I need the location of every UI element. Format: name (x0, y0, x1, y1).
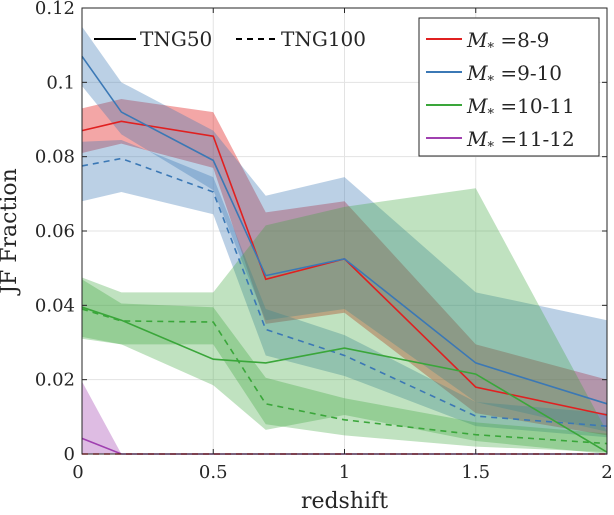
x-tick-label: 0.5 (199, 462, 228, 483)
legend-tng100-label: TNG100 (281, 27, 366, 51)
band-m-8-9-tng50 (82, 99, 607, 436)
line-m-8-9-tng50 (81, 120, 608, 416)
y-tick-label: 0.08 (35, 147, 75, 168)
style-legend: TNG50 TNG100 (94, 27, 366, 51)
x-tick-label: 2 (601, 462, 612, 483)
y-tick-label: 0.1 (46, 72, 75, 93)
line-m-10-11-tng50 (81, 306, 608, 453)
y-tick-label: 0 (64, 444, 75, 465)
y-tick-label: 0.06 (35, 221, 75, 242)
y-tick-labels: 0 0.02 0.04 0.06 0.08 0.1 0.12 (35, 0, 75, 465)
mass-legend-label-11-12: M* =11-12 (466, 127, 575, 155)
x-tick-labels: 0 0.5 1 1.5 2 (72, 462, 612, 483)
mass-legend: M* =8-9 M* =9-10 M* =10-11 M* =11-12 (418, 17, 600, 157)
x-tick-label: 0 (72, 462, 83, 483)
mass-legend-label-8-9: M* =8-9 (466, 28, 549, 56)
line-m-10-11-tng100 (81, 308, 608, 445)
x-tick-label: 1 (339, 462, 350, 483)
band-m-9-10-tng100 (82, 139, 607, 438)
x-axis-label: redshift (301, 489, 388, 514)
legend-tng50-label: TNG50 (140, 27, 212, 51)
mass-legend-box (418, 17, 600, 157)
axis-ticks (81, 7, 608, 455)
y-axis-label: JF Fraction (0, 168, 22, 296)
y-tick-label: 0.12 (35, 0, 75, 19)
mass-legend-label-10-11: M* =10-11 (466, 94, 575, 122)
line-m-9-10-tng50 (81, 55, 608, 405)
y-tick-label: 0.02 (35, 370, 75, 391)
band-m-9-10-tng50 (82, 26, 607, 432)
x-tick-label: 1.5 (461, 462, 490, 483)
mass-legend-label-9-10: M* =9-10 (466, 61, 562, 89)
y-tick-label: 0.04 (35, 295, 75, 316)
